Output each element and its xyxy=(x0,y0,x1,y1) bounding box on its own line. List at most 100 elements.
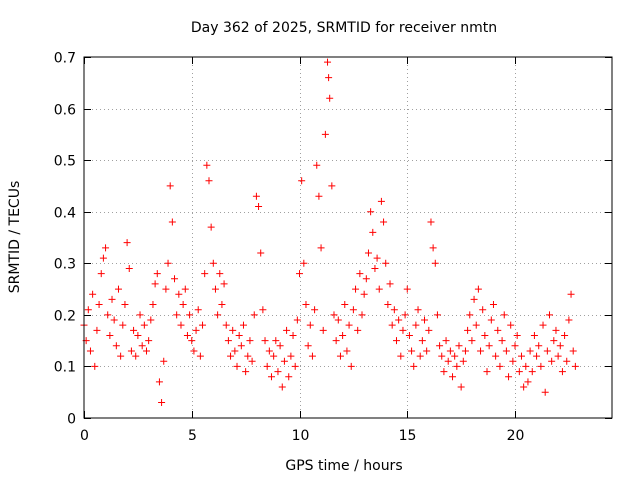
data-point xyxy=(334,316,342,324)
data-point xyxy=(287,352,295,360)
y-tick-label: 0.2 xyxy=(54,309,76,325)
data-point xyxy=(362,275,370,283)
data-point xyxy=(539,321,547,329)
y-tick-labels: 0 0.1 0.2 0.3 0.4 0.5 0.6 0.7 xyxy=(54,51,76,428)
data-point xyxy=(535,342,543,350)
data-point xyxy=(429,244,437,252)
data-point xyxy=(356,270,364,278)
data-point xyxy=(84,306,92,314)
data-point xyxy=(263,362,271,370)
data-point xyxy=(377,197,385,205)
plot-frame xyxy=(83,56,613,419)
data-point xyxy=(395,316,403,324)
data-point xyxy=(306,321,314,329)
data-point xyxy=(388,321,396,329)
data-point xyxy=(451,352,459,360)
data-point xyxy=(457,383,465,391)
data-point xyxy=(449,373,457,381)
data-point xyxy=(347,362,355,370)
data-point xyxy=(509,357,517,365)
x-tick-label: 0 xyxy=(80,428,89,444)
data-point xyxy=(541,388,549,396)
data-point xyxy=(425,326,433,334)
data-point xyxy=(513,331,521,339)
data-point xyxy=(403,285,411,293)
data-point xyxy=(390,306,398,314)
data-point xyxy=(142,347,150,355)
data-point xyxy=(548,357,556,365)
data-point xyxy=(360,290,368,298)
y-tick-label: 0.4 xyxy=(54,206,76,222)
data-point xyxy=(556,342,564,350)
data-point xyxy=(315,192,323,200)
data-point xyxy=(125,264,133,272)
data-point xyxy=(270,352,278,360)
data-point xyxy=(171,275,179,283)
data-point xyxy=(147,316,155,324)
data-point xyxy=(110,316,118,324)
data-point xyxy=(554,352,562,360)
data-point xyxy=(239,321,247,329)
data-point xyxy=(567,290,575,298)
data-point xyxy=(267,373,275,381)
data-point xyxy=(233,362,241,370)
data-point xyxy=(283,326,291,334)
data-point xyxy=(530,331,538,339)
data-point xyxy=(423,347,431,355)
chart-title: Day 362 of 2025, SRMTID for receiver nmt… xyxy=(191,20,497,36)
data-point xyxy=(455,342,463,350)
data-point xyxy=(502,347,510,355)
data-point xyxy=(565,316,573,324)
data-point xyxy=(155,378,163,386)
axis-ticks xyxy=(84,57,612,419)
data-point xyxy=(114,285,122,293)
data-point xyxy=(229,326,237,334)
data-point xyxy=(369,228,377,236)
data-point xyxy=(427,218,435,226)
data-point xyxy=(274,368,282,376)
data-point xyxy=(160,357,168,365)
data-point xyxy=(194,306,202,314)
data-point xyxy=(373,254,381,262)
data-point xyxy=(209,259,217,267)
data-point xyxy=(205,177,213,185)
data-point xyxy=(183,331,191,339)
data-point xyxy=(483,368,491,376)
data-point xyxy=(278,383,286,391)
data-point xyxy=(446,347,454,355)
data-point xyxy=(489,301,497,309)
data-point xyxy=(291,362,299,370)
data-point xyxy=(401,311,409,319)
data-point xyxy=(444,357,452,365)
data-point xyxy=(218,301,226,309)
data-point xyxy=(442,337,450,345)
data-point xyxy=(466,311,474,319)
data-point xyxy=(498,337,506,345)
data-point xyxy=(199,321,207,329)
data-point xyxy=(304,342,312,350)
data-point xyxy=(97,270,105,278)
data-point xyxy=(421,316,429,324)
data-point xyxy=(214,311,222,319)
data-point xyxy=(558,368,566,376)
data-point xyxy=(453,362,461,370)
data-point xyxy=(481,331,489,339)
y-tick-label: 0.6 xyxy=(54,103,76,119)
data-point xyxy=(311,306,319,314)
data-point xyxy=(352,285,360,293)
data-point xyxy=(121,301,129,309)
data-point xyxy=(487,316,495,324)
data-point xyxy=(108,295,116,303)
data-point xyxy=(438,352,446,360)
x-tick-label: 10 xyxy=(292,428,310,444)
y-tick-label: 0 xyxy=(67,412,76,428)
data-point xyxy=(162,285,170,293)
data-point xyxy=(364,249,372,257)
data-point xyxy=(569,347,577,355)
data-point xyxy=(104,311,112,319)
data-point xyxy=(375,285,383,293)
data-point xyxy=(358,311,366,319)
data-point xyxy=(119,321,127,329)
data-point xyxy=(276,342,284,350)
data-point xyxy=(313,161,321,169)
